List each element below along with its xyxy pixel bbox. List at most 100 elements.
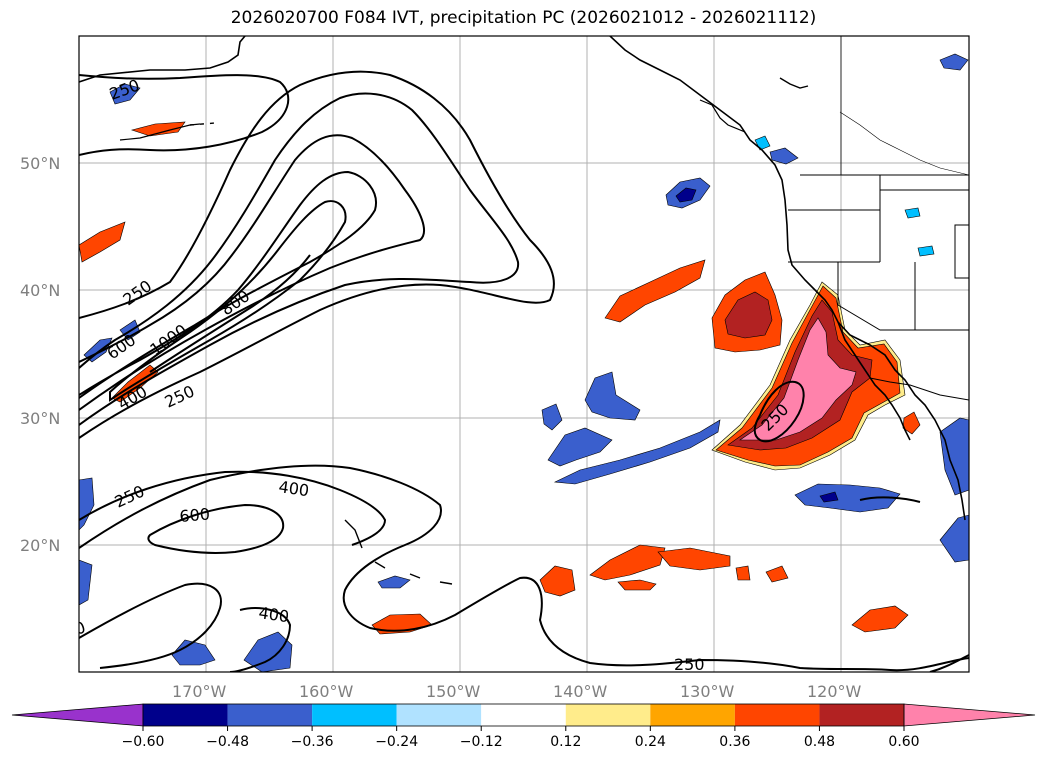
- alaska-coast: [79, 36, 246, 83]
- colorbar-segment: [227, 704, 313, 726]
- contour-label-600-b: 600: [179, 504, 211, 526]
- colorbar-segment: [650, 704, 735, 726]
- precip-negative-alaska-2: [769, 147, 799, 165]
- lon-axis-labels: 170°W 160°W 150°W 140°W 130°W 120°W: [172, 682, 862, 701]
- contour-250-mexico: [859, 496, 921, 503]
- precip-negative-alaska-1: [939, 53, 969, 71]
- alaska-south-coast: [609, 36, 966, 521]
- contour-800-jet: [79, 170, 377, 399]
- lon-label-130w: 130°W: [680, 682, 735, 701]
- precip-negative-subtropical: [794, 483, 901, 513]
- colorbar-tick-label: −0.60: [122, 734, 165, 750]
- lat-label-40n: 40°N: [20, 281, 60, 300]
- precip-negative-band-3: [553, 419, 721, 485]
- contour-600-jet: [79, 134, 425, 411]
- small-island-1: [779, 77, 809, 89]
- map-frame: [78, 35, 970, 673]
- precip-negative-hawaii: [377, 575, 411, 589]
- lat-label-30n: 30°N: [20, 409, 60, 428]
- colorbar-tick-label: 0.36: [719, 734, 750, 750]
- colorbar-tick-label: −0.24: [375, 734, 418, 750]
- colorbar-segment: [565, 704, 651, 726]
- colorbar-segment: [396, 704, 482, 726]
- lon-label-160w: 160°W: [299, 682, 354, 701]
- chart-title: 2026020700 F084 IVT, precipitation PC (2…: [230, 8, 817, 28]
- alaska-bc-border: [839, 111, 969, 176]
- colorbar-extend-high: [903, 703, 1036, 727]
- precip-negative-band-1: [584, 371, 641, 421]
- contour-label-400-b: 400: [277, 477, 310, 500]
- lat-label-20n: 20°N: [20, 536, 60, 555]
- colorbar-segment: [481, 704, 566, 726]
- precip-negative-idaho: [904, 207, 921, 219]
- precip-positive-subtropical-3: [539, 565, 576, 597]
- colorbar-extend-low: [11, 703, 144, 727]
- contour-jet-core: [149, 254, 311, 373]
- contour-label-250-f: 250: [674, 655, 705, 674]
- lat-axis-labels: 50°N 40°N 30°N 20°N: [20, 154, 60, 555]
- colorbar-tick-label: −0.12: [460, 734, 503, 750]
- precip-negative-north-core: [675, 187, 697, 203]
- contour-250-south: [79, 464, 969, 672]
- precip-negative-nw: [109, 83, 141, 105]
- colorbar-tick-label: 0.48: [804, 734, 835, 750]
- colorbar-tick-label: 0.24: [635, 734, 666, 750]
- utah-border: [914, 262, 969, 331]
- ivt-contours: [79, 70, 969, 672]
- alaska-panhandle-islands: [699, 99, 746, 133]
- contour-label-400-c: 400: [257, 603, 290, 626]
- precip-positive-california-pink: [739, 317, 857, 441]
- contour-250-california: [753, 380, 805, 443]
- precip-negative-west-edge-2: [79, 559, 93, 606]
- contour-label-250-e: 250: [53, 617, 88, 645]
- contour-250-north: [79, 74, 290, 156]
- colorbar-segment: [819, 704, 904, 726]
- contour-400-sw: [229, 607, 292, 672]
- contour-400-jet: [79, 92, 520, 426]
- precip-fills: [79, 53, 969, 672]
- lon-label-140w: 140°W: [553, 682, 608, 701]
- precip-positive-subtropical-5: [765, 565, 789, 583]
- hawaii-islands: [344, 519, 453, 585]
- coastlines: [79, 36, 966, 585]
- lat-label-50n: 50°N: [20, 154, 60, 173]
- baja-california: [837, 321, 911, 441]
- colorbar-segment: [143, 704, 228, 726]
- contour-250-sw: [79, 582, 222, 669]
- precip-positive-subtropical-6: [735, 565, 751, 581]
- colorbar-segment: [312, 704, 397, 726]
- aleutian-islands-2: [189, 122, 216, 126]
- colorbar-tick-label: −0.36: [291, 734, 334, 750]
- colorbar-tick-label: 0.60: [888, 734, 919, 750]
- precip-positive-band-north: [604, 259, 706, 323]
- contour-250-south-east: [929, 654, 969, 672]
- us-mexico-border: [869, 377, 969, 401]
- lon-label-150w: 150°W: [426, 682, 481, 701]
- precip-negative-subtropical-core: [819, 491, 839, 503]
- colorbar-tick-label: −0.48: [206, 734, 249, 750]
- contour-1000-jet: [109, 200, 347, 402]
- precip-negative-mexico: [939, 514, 969, 563]
- contour-250-jet-outer: [79, 70, 555, 439]
- nevada-border: [837, 262, 915, 331]
- precip-positive-subtropical-2: [657, 547, 731, 571]
- precip-positive-ne-pacific-core: [724, 291, 773, 339]
- precip-negative-gulf-california: [939, 417, 969, 496]
- precip-positive-west-1: [79, 221, 126, 263]
- colorbar-tick-label: 0.12: [550, 734, 581, 750]
- precip-negative-band-2: [547, 427, 613, 467]
- precip-positive-south-east: [851, 605, 909, 633]
- contour-600-south: [147, 503, 285, 554]
- political-borders: [788, 36, 969, 401]
- colorbar-outline: [142, 703, 905, 727]
- lon-label-120w: 120°W: [807, 682, 862, 701]
- contour-400-south: [79, 470, 387, 546]
- precip-positive-subtropical-4: [617, 579, 657, 591]
- wyoming-border: [954, 224, 969, 279]
- colorbar: −0.60 −0.48 −0.36 −0.24 −0.12 0.12 0.24 0.36 0.4…: [11, 703, 1036, 750]
- precip-negative-wyoming: [917, 245, 935, 257]
- lon-label-170w: 170°W: [172, 682, 227, 701]
- precip-negative-band-4: [541, 403, 563, 431]
- precip-negative-sw-1: [171, 639, 216, 666]
